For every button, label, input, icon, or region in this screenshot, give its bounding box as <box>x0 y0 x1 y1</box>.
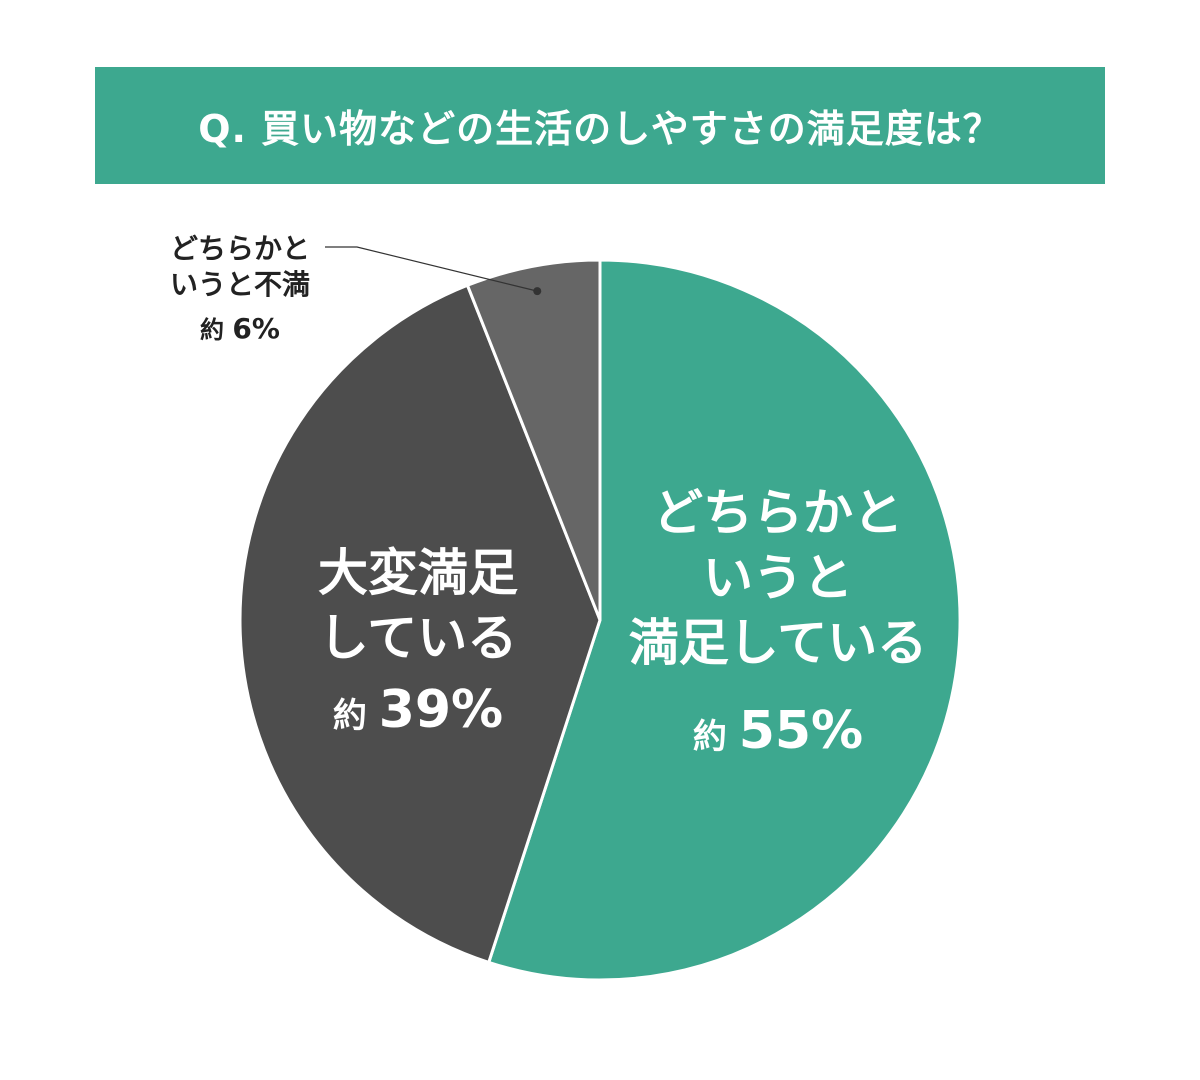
slice-label-1-line-0: 大変満足 <box>318 544 518 602</box>
pie-slice-1 <box>238 283 602 964</box>
slice-label-0-line-2: 満足している <box>629 614 928 672</box>
leader-dot <box>533 287 542 296</box>
slice-value-label-0: 約 55% <box>693 701 863 761</box>
slice-label-0-line-0: どちらかと <box>653 484 903 542</box>
slice-label-2-line-0: どちらかと <box>170 232 310 265</box>
slice-label-2-line-1: いうと不満 <box>170 268 310 301</box>
slice-label-1-line-1: している <box>319 609 518 667</box>
leader-line <box>325 246 538 292</box>
pie-slice-0 <box>487 258 962 982</box>
chart-title-band: Q. 買い物などの生活のしやすさの満足度は？ <box>95 67 1105 184</box>
pie-slice-2 <box>465 258 602 622</box>
chart-title: Q. 買い物などの生活のしやすさの満足度は？ <box>198 107 1002 151</box>
slice-value-label-1: 約 39% <box>333 680 503 740</box>
slice-label-0-line-1: いうと <box>703 549 853 607</box>
slice-value-label-2: 約 6% <box>200 312 280 345</box>
